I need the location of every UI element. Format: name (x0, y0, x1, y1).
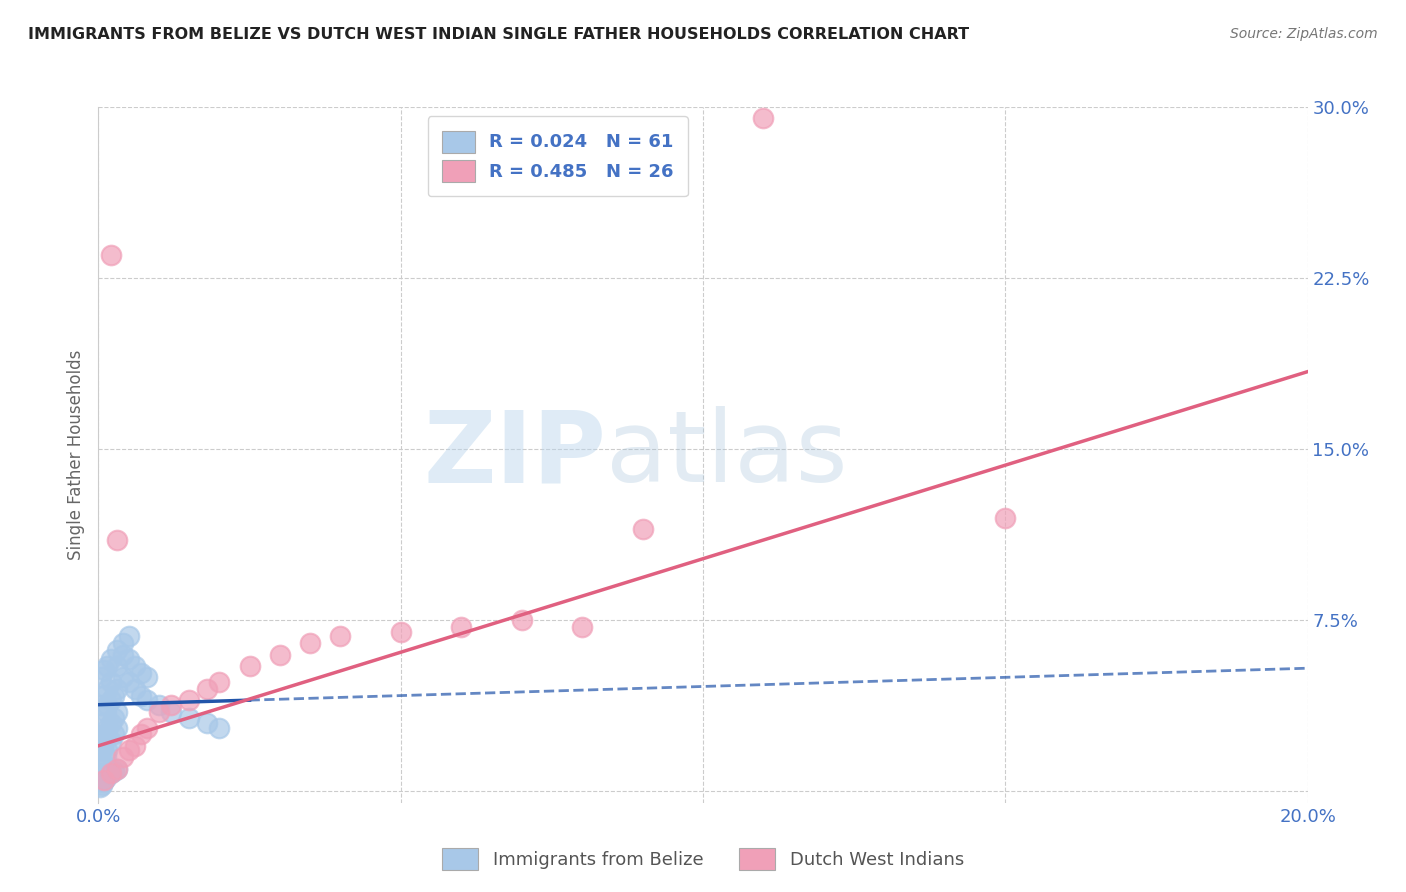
Point (450, 620, 472, 634)
Legend: Immigrants from Belize, Dutch West Indians: Immigrants from Belize, Dutch West India… (434, 841, 972, 877)
Point (103, 689, 125, 703)
Point (96, 681, 118, 696)
Point (160, 698, 183, 712)
Point (93, 766, 115, 780)
Point (93, 689, 115, 703)
Point (89, 780, 111, 794)
Point (269, 648, 291, 662)
Point (177, 693, 201, 707)
Point (105, 705, 128, 719)
Point (91, 715, 114, 730)
Point (177, 711, 201, 725)
Point (96, 768, 118, 782)
Point (389, 624, 412, 639)
Point (571, 620, 593, 634)
Point (135, 693, 157, 707)
Point (239, 659, 262, 673)
Point (105, 533, 128, 548)
Point (100, 766, 122, 780)
Point (118, 743, 141, 757)
Point (91, 743, 114, 757)
Point (94, 705, 117, 719)
Point (129, 727, 152, 741)
Point (111, 648, 134, 662)
Point (105, 681, 128, 696)
Point (100, 715, 122, 730)
Point (994, 510, 1017, 524)
Point (96, 743, 118, 757)
Point (96, 698, 118, 712)
Point (111, 636, 134, 650)
Point (135, 721, 157, 735)
Point (111, 750, 134, 764)
Point (93, 664, 115, 678)
Point (96, 721, 118, 735)
Point (91, 739, 114, 753)
Point (118, 629, 141, 643)
Text: ZIP: ZIP (423, 407, 606, 503)
Point (103, 711, 125, 725)
Point (129, 689, 152, 703)
Point (90, 670, 112, 684)
Point (160, 705, 183, 719)
Point (299, 636, 322, 650)
Point (90, 698, 112, 712)
Point (124, 681, 146, 696)
Point (93, 727, 115, 741)
Point (510, 613, 533, 627)
Point (100, 734, 122, 748)
Point (208, 721, 231, 735)
Point (752, 112, 775, 126)
Point (195, 715, 218, 730)
Point (100, 693, 122, 707)
Point (91, 775, 114, 789)
Point (118, 652, 141, 666)
Point (96, 659, 118, 673)
Point (89, 750, 111, 764)
Point (124, 659, 146, 673)
Point (94, 727, 117, 741)
Point (94, 750, 117, 764)
Point (103, 764, 125, 778)
Point (124, 739, 146, 753)
Point (148, 698, 170, 712)
Point (329, 629, 352, 643)
Point (94, 771, 117, 785)
Point (631, 522, 654, 536)
Point (91, 778, 114, 792)
Point (208, 674, 231, 689)
Point (105, 643, 128, 657)
Point (100, 652, 122, 666)
Text: Source: ZipAtlas.com: Source: ZipAtlas.com (1230, 27, 1378, 41)
Point (90, 772, 112, 787)
Point (118, 674, 141, 689)
Point (148, 705, 170, 719)
Text: atlas: atlas (606, 407, 848, 503)
Point (135, 670, 157, 684)
Point (103, 727, 125, 741)
Point (105, 762, 128, 776)
Y-axis label: Single Father Households: Single Father Households (66, 350, 84, 560)
Point (91, 757, 114, 772)
Point (100, 766, 122, 780)
Point (105, 659, 128, 673)
Text: IMMIGRANTS FROM BELIZE VS DUTCH WEST INDIAN SINGLE FATHER HOUSEHOLDS CORRELATION: IMMIGRANTS FROM BELIZE VS DUTCH WEST IND… (28, 27, 969, 42)
Point (129, 665, 152, 680)
Point (90, 739, 112, 753)
Point (93, 772, 115, 787)
Point (93, 772, 115, 787)
Point (195, 681, 218, 696)
Point (93, 734, 115, 748)
Point (100, 248, 122, 262)
Point (105, 762, 128, 776)
Point (105, 721, 128, 735)
Point (100, 674, 122, 689)
Point (111, 670, 134, 684)
